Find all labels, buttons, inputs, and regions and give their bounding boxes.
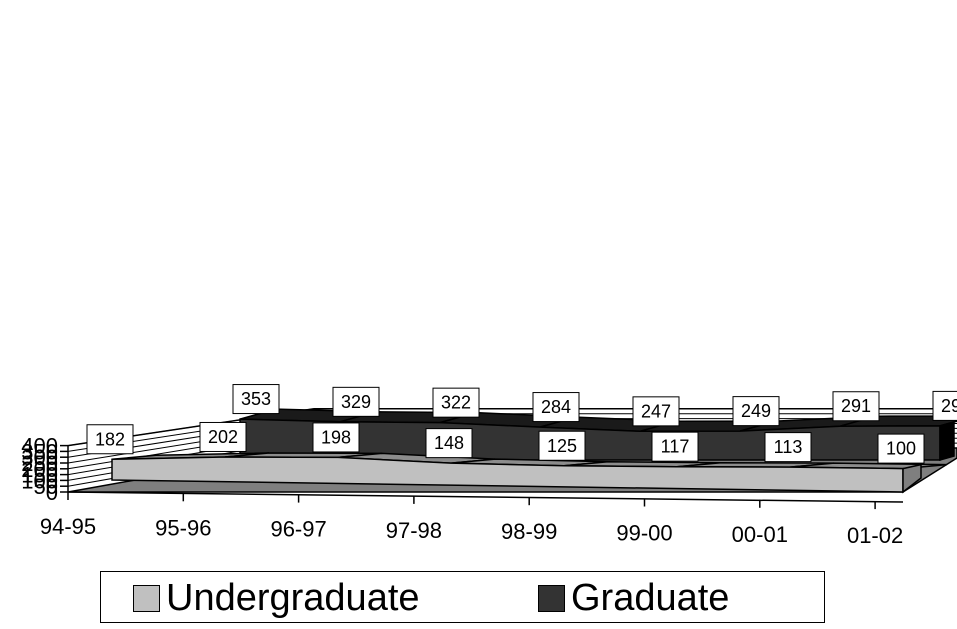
legend: Undergraduate Graduate [100, 571, 825, 623]
undergraduate-data-label-box [651, 431, 699, 462]
undergraduate-data-label: 202 [208, 427, 238, 447]
graduate-data-label: 329 [341, 392, 371, 412]
graduate-data-label-box [932, 390, 957, 421]
undergraduate-data-label-box [877, 433, 925, 464]
graduate-data-label: 249 [741, 401, 771, 421]
undergraduate-data-label: 100 [886, 439, 916, 459]
y-tick-label: 0 [46, 480, 58, 505]
legend-swatch-undergraduate [133, 584, 160, 612]
x-tick-label: 00-01 [732, 522, 788, 547]
graduate-data-label: 322 [441, 393, 471, 413]
x-tick-label: 99-00 [616, 521, 672, 546]
graduate-data-label-box [532, 392, 580, 423]
undergraduate-data-label-box [86, 424, 134, 455]
graduate-data-label-box [832, 391, 880, 422]
x-tick-label: 95-96 [155, 515, 211, 540]
undergraduate-data-label: 148 [434, 433, 464, 453]
undergraduate-side-face [902, 463, 922, 494]
undergraduate-data-label: 117 [661, 437, 690, 457]
undergraduate-data-label-box [199, 421, 247, 452]
legend-label-graduate: Graduate [571, 577, 730, 619]
y-tick-label: 300 [21, 445, 58, 470]
y-tick-label: 400 [21, 434, 58, 459]
graduate-data-label: 294 [941, 396, 957, 416]
graduate-side-face [939, 420, 955, 461]
legend-label-undergraduate: Undergraduate [166, 577, 420, 619]
graduate-data-label: 247 [641, 401, 671, 421]
graduate-data-label-box [632, 396, 680, 427]
graduate-data-label-box [332, 386, 380, 417]
legend-item-undergraduate: Undergraduate [133, 576, 420, 620]
undergraduate-data-label: 113 [774, 437, 803, 457]
undergraduate-data-label-box [312, 422, 360, 453]
y-tick-label: 50 [34, 474, 58, 499]
graduate-data-label: 291 [841, 396, 871, 416]
undergraduate-data-label-box [538, 430, 586, 461]
undergraduate-data-label: 125 [547, 436, 577, 456]
graduate-data-label-box [732, 396, 780, 427]
graduate-data-label: 353 [241, 389, 271, 409]
x-axis [67, 491, 904, 503]
undergraduate-data-label: 182 [95, 429, 125, 449]
graduate-data-label: 284 [541, 397, 571, 417]
graduate-data-label-box [432, 387, 480, 418]
x-tick-label: 01-02 [847, 523, 903, 548]
x-tick-label: 97-98 [386, 518, 442, 543]
undergraduate-data-label: 198 [321, 427, 351, 447]
x-tick-label: 96-97 [270, 517, 326, 542]
graduate-data-label-box [232, 384, 280, 415]
y-tick-label: 250 [21, 451, 58, 476]
y-tick-label: 100 [21, 468, 58, 493]
y-tick-label: 200 [21, 457, 58, 482]
undergraduate-area [111, 456, 904, 493]
legend-swatch-graduate [538, 584, 565, 612]
undergraduate-data-label-box [425, 428, 473, 459]
undergraduate-data-label-box [764, 432, 812, 463]
x-tick-label: 98-99 [501, 519, 557, 544]
y-tick-label: 350 [21, 439, 58, 464]
x-tick-label: 94-95 [40, 514, 96, 539]
legend-item-graduate: Graduate [538, 576, 729, 620]
y-tick-label: 150 [21, 463, 58, 488]
